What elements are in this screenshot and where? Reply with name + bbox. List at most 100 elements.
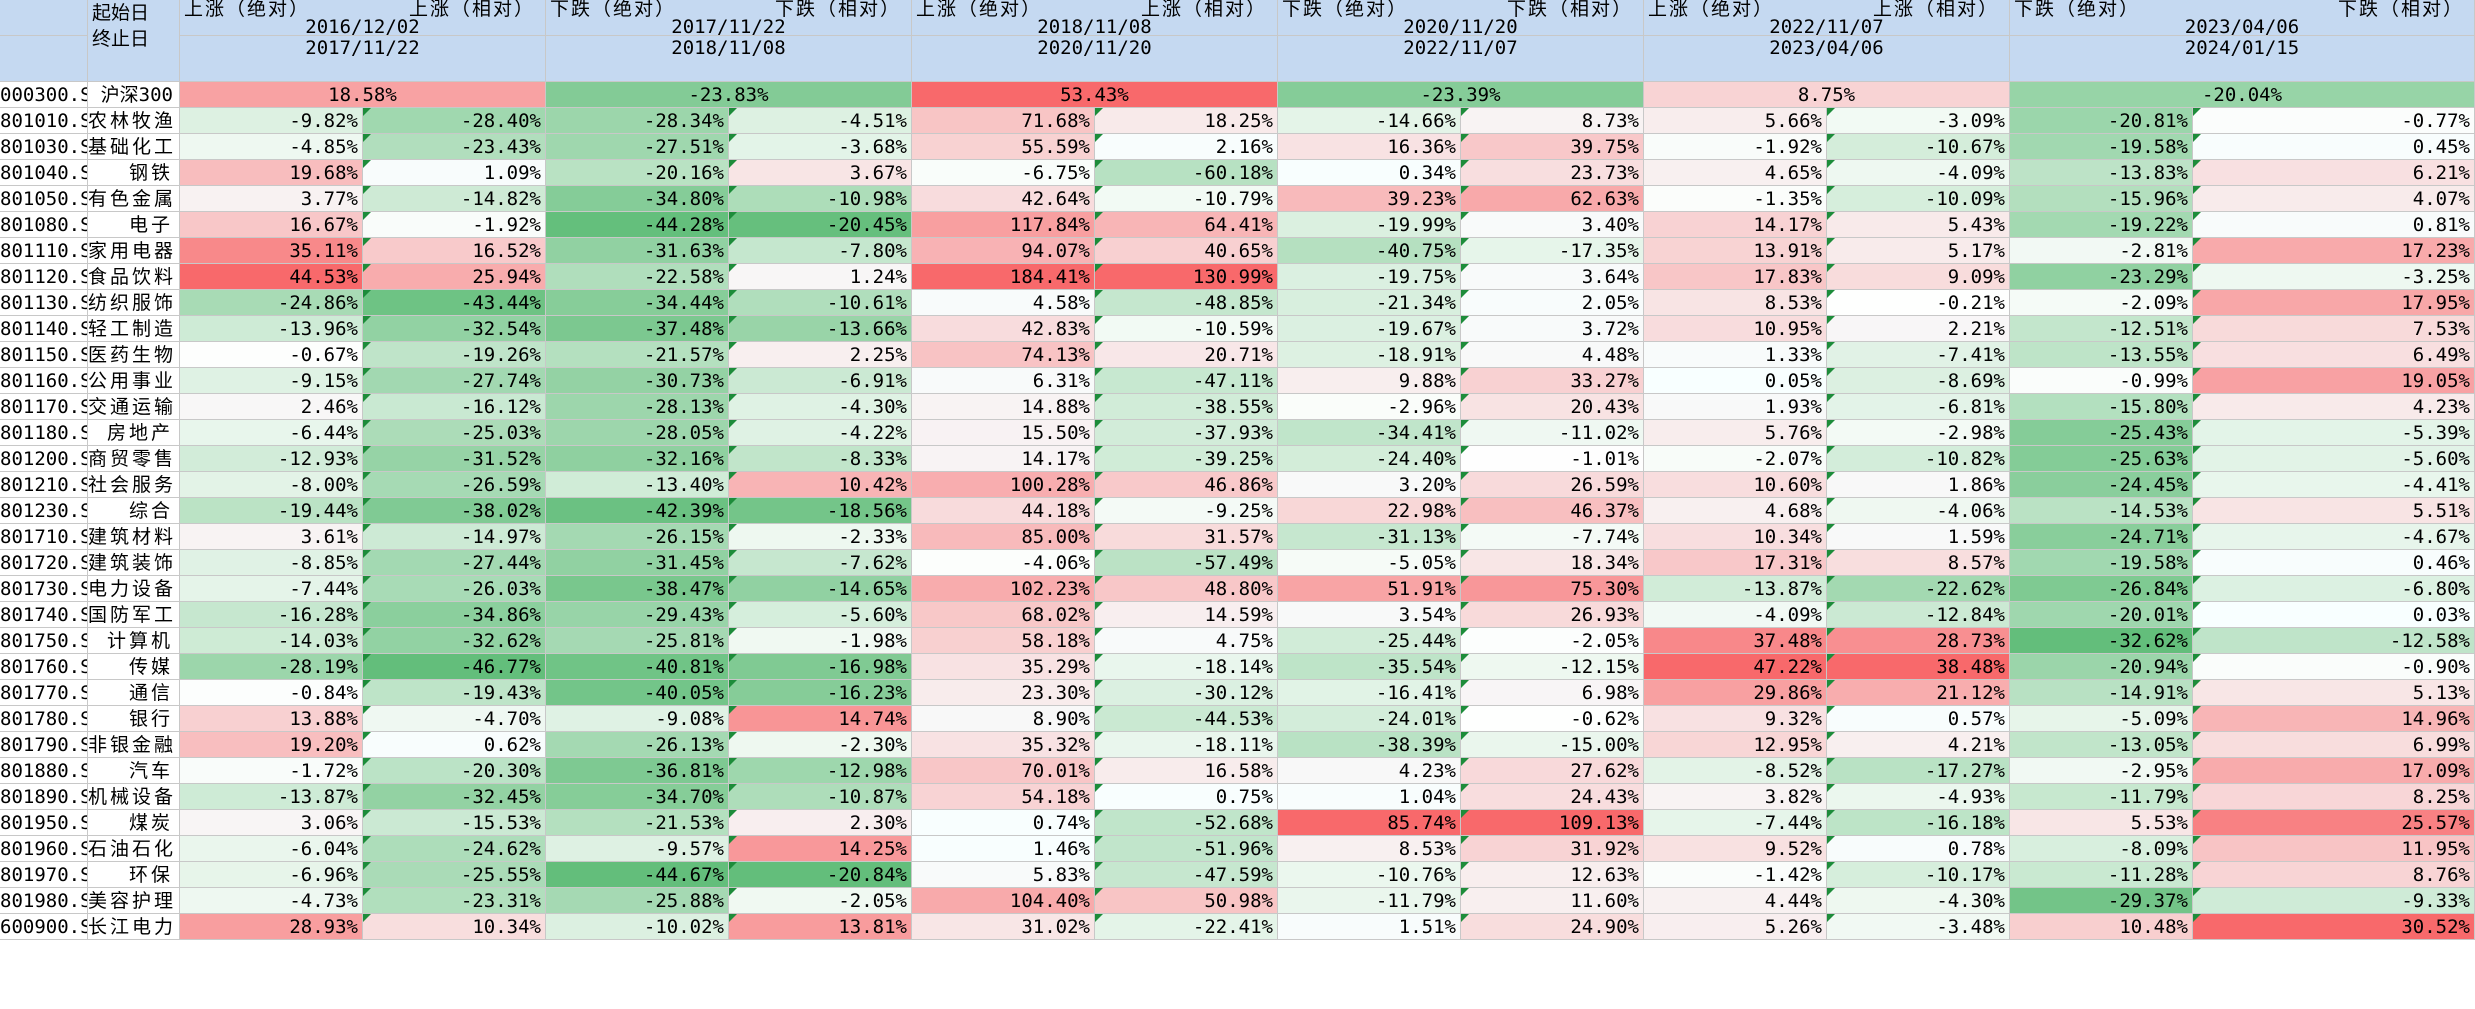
value-cell[interactable]: -5.39% [2193,420,2475,446]
value-cell[interactable]: -2.09% [2010,290,2193,316]
value-cell[interactable]: -38.39% [1278,732,1461,758]
value-cell[interactable]: -26.13% [546,732,729,758]
value-cell[interactable]: -4.51% [729,108,912,134]
value-cell[interactable]: -14.66% [1278,108,1461,134]
value-cell[interactable]: -44.67% [546,862,729,888]
value-cell[interactable]: 11.95% [2193,836,2475,862]
value-cell[interactable]: -57.49% [1095,550,1278,576]
value-cell[interactable]: 1.51% [1278,914,1461,940]
value-cell[interactable]: 3.06% [180,810,363,836]
value-cell[interactable]: 10.95% [1644,316,1827,342]
value-cell[interactable]: 47.22% [1644,654,1827,680]
value-cell[interactable]: -28.19% [180,654,363,680]
value-cell[interactable]: 1.59% [1827,524,2010,550]
value-cell[interactable]: -47.11% [1095,368,1278,394]
value-cell[interactable]: 4.44% [1644,888,1827,914]
value-cell[interactable]: 5.53% [2010,810,2193,836]
value-cell[interactable]: -2.07% [1644,446,1827,472]
value-cell[interactable]: 8.73% [1461,108,1644,134]
value-cell[interactable]: 48.80% [1095,576,1278,602]
value-cell[interactable]: 3.67% [729,160,912,186]
value-cell[interactable]: 3.82% [1644,784,1827,810]
value-cell[interactable]: 2.46% [180,394,363,420]
value-cell[interactable]: 29.86% [1644,680,1827,706]
value-cell[interactable]: 5.13% [2193,680,2475,706]
value-cell[interactable]: 44.53% [180,264,363,290]
value-cell[interactable]: -13.83% [2010,160,2193,186]
value-cell[interactable]: 27.62% [1461,758,1644,784]
value-cell[interactable]: 42.64% [912,186,1095,212]
value-cell[interactable]: 13.88% [180,706,363,732]
value-cell[interactable]: -48.85% [1095,290,1278,316]
value-cell[interactable]: -44.28% [546,212,729,238]
value-cell[interactable]: 4.21% [1827,732,2010,758]
value-cell[interactable]: 17.83% [1644,264,1827,290]
value-cell[interactable]: 26.59% [1461,472,1644,498]
value-cell[interactable]: 94.07% [912,238,1095,264]
value-cell[interactable]: 31.57% [1095,524,1278,550]
value-cell[interactable]: 11.60% [1461,888,1644,914]
value-cell[interactable]: -34.86% [363,602,546,628]
value-cell[interactable]: -2.96% [1278,394,1461,420]
value-cell[interactable]: -25.03% [363,420,546,446]
value-cell[interactable]: -40.05% [546,680,729,706]
value-cell[interactable]: -4.06% [912,550,1095,576]
value-cell[interactable]: -25.55% [363,862,546,888]
value-cell[interactable]: -6.80% [2193,576,2475,602]
value-cell[interactable]: -24.40% [1278,446,1461,472]
value-cell[interactable]: 18.25% [1095,108,1278,134]
value-cell[interactable]: 8.53% [1278,836,1461,862]
value-cell[interactable]: -2.30% [729,732,912,758]
value-cell[interactable]: -9.82% [180,108,363,134]
value-cell[interactable]: 14.25% [729,836,912,862]
value-cell[interactable]: -31.45% [546,550,729,576]
value-cell[interactable]: -12.98% [729,758,912,784]
value-cell[interactable]: -8.69% [1827,368,2010,394]
value-cell[interactable]: -12.84% [1827,602,2010,628]
value-cell[interactable]: -14.03% [180,628,363,654]
value-cell[interactable]: 5.76% [1644,420,1827,446]
value-cell[interactable]: -4.09% [1827,160,2010,186]
value-cell[interactable]: 6.49% [2193,342,2475,368]
value-cell[interactable]: 20.43% [1461,394,1644,420]
value-cell[interactable]: 13.91% [1644,238,1827,264]
value-cell[interactable]: -6.75% [912,160,1095,186]
value-cell[interactable]: 10.48% [2010,914,2193,940]
value-cell[interactable]: -5.60% [2193,446,2475,472]
value-cell[interactable]: 16.36% [1278,134,1461,160]
value-cell[interactable]: -38.02% [363,498,546,524]
value-cell[interactable]: 35.11% [180,238,363,264]
value-cell[interactable]: -20.16% [546,160,729,186]
value-cell[interactable]: -14.65% [729,576,912,602]
value-cell[interactable]: 25.57% [2193,810,2475,836]
value-cell[interactable]: 16.52% [363,238,546,264]
value-cell[interactable]: -19.67% [1278,316,1461,342]
value-cell[interactable]: -15.53% [363,810,546,836]
value-cell[interactable]: 19.68% [180,160,363,186]
value-cell[interactable]: -32.62% [363,628,546,654]
value-cell[interactable]: -27.74% [363,368,546,394]
value-cell[interactable]: -28.13% [546,394,729,420]
value-cell[interactable]: 23.30% [912,680,1095,706]
value-cell[interactable]: -15.96% [2010,186,2193,212]
value-cell[interactable]: -11.28% [2010,862,2193,888]
value-cell[interactable]: -16.41% [1278,680,1461,706]
value-cell[interactable]: 100.28% [912,472,1095,498]
value-cell[interactable]: 10.34% [363,914,546,940]
value-cell[interactable]: -6.81% [1827,394,2010,420]
value-cell[interactable]: -5.60% [729,602,912,628]
value-cell[interactable]: -12.58% [2193,628,2475,654]
value-cell[interactable]: 4.65% [1644,160,1827,186]
value-cell[interactable]: -4.41% [2193,472,2475,498]
value-cell[interactable]: -39.25% [1095,446,1278,472]
value-cell[interactable]: 50.98% [1095,888,1278,914]
value-cell[interactable]: 3.40% [1461,212,1644,238]
value-cell[interactable]: -40.81% [546,654,729,680]
value-cell[interactable]: 28.73% [1827,628,2010,654]
value-cell[interactable]: 40.65% [1095,238,1278,264]
value-cell[interactable]: -4.06% [1827,498,2010,524]
value-cell[interactable]: -4.30% [729,394,912,420]
value-cell[interactable]: -0.21% [1827,290,2010,316]
value-cell[interactable]: 31.02% [912,914,1095,940]
value-cell[interactable]: -30.73% [546,368,729,394]
